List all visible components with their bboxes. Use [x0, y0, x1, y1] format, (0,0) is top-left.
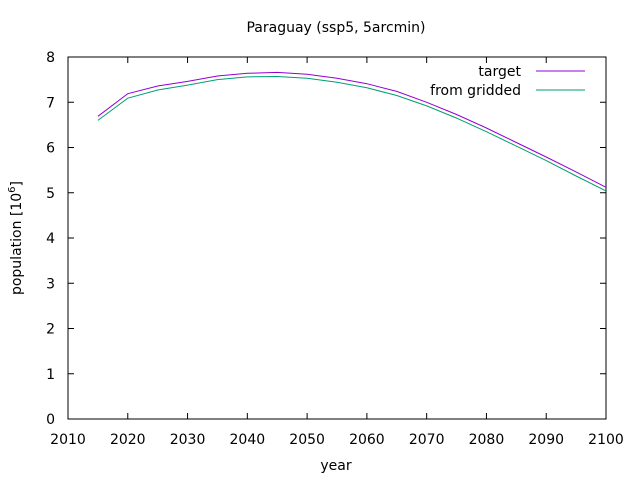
y-tick-label: 4: [46, 231, 55, 247]
x-tick-label: 2030: [170, 432, 206, 448]
legend-label-1: target: [478, 64, 521, 80]
x-tick-label: 2040: [230, 432, 266, 448]
y-tick-label: 5: [46, 186, 55, 202]
y-tick-label: 3: [46, 276, 55, 292]
y-tick-label: 1: [46, 367, 55, 383]
x-tick-label: 2070: [409, 432, 445, 448]
x-axis: 2010 2020 2030 2040 2050 2060 2070 2080 2090 2100: [50, 57, 624, 448]
chart-title: Paraguay (ssp5, 5arcmin): [246, 20, 425, 36]
x-tick-label: 2090: [528, 432, 564, 448]
legend-label-2: from gridded: [430, 83, 521, 99]
y-tick-label: 8: [46, 50, 55, 66]
x-tick-label: 2100: [588, 432, 624, 448]
y-tick-label: 2: [46, 322, 55, 338]
x-axis-label: year: [320, 458, 351, 474]
x-tick-label: 2080: [469, 432, 505, 448]
legend: target from gridded: [430, 64, 585, 99]
y-axis-label-text: population [10: [9, 193, 25, 295]
y-tick-label: 0: [46, 412, 55, 428]
y-axis-label-bracket: ]: [9, 181, 25, 186]
y-tick-label: 7: [46, 95, 55, 111]
x-tick-label: 2010: [50, 432, 86, 448]
y-axis: 0 1 2 3 4 5 6 7 8: [46, 50, 606, 428]
x-tick-label: 2020: [110, 432, 146, 448]
y-tick-label: 6: [46, 141, 55, 157]
x-tick-label: 2050: [289, 432, 325, 448]
x-tick-label: 2060: [349, 432, 385, 448]
y-axis-label-exponent: 6: [7, 186, 18, 192]
series-line-1: [97, 71, 607, 188]
y-axis-label: population [106]: [7, 181, 25, 295]
plot-series: [97, 71, 607, 192]
series-line-2: [97, 75, 607, 192]
plot-frame: [67, 56, 607, 420]
